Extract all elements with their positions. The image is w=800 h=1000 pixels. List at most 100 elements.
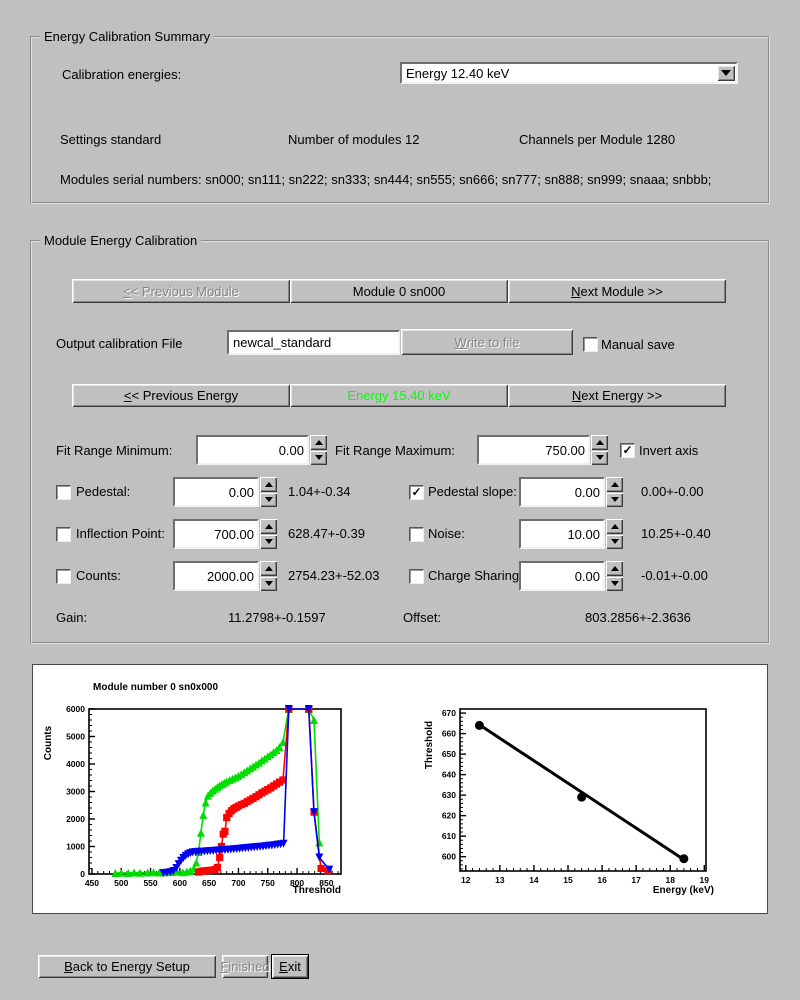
fit-range-min-input[interactable] [198,437,307,463]
noise-result: 10.25+-0.40 [641,526,711,541]
svg-text:800: 800 [290,878,304,888]
inflection-point-input[interactable] [175,521,257,547]
svg-text:4000: 4000 [66,759,85,769]
pedestal-slope-checkbox[interactable]: ✓ [409,485,424,500]
energy-indicator-button[interactable]: Energy 15.40 keV [290,384,508,407]
counts-input[interactable] [175,563,257,589]
spin-up-button[interactable] [606,477,623,492]
chevron-down-icon[interactable] [717,65,735,81]
plots-canvas: 450 500 550 600 650 700 750 800 850 0 1000 2000 3000… [43,682,714,896]
svg-text:670: 670 [442,708,456,718]
output-file-input[interactable] [227,330,400,355]
spin-up-button[interactable] [260,477,277,492]
previous-module-button[interactable]: < < Previous Module [72,279,290,303]
manual-save-checkbox[interactable] [583,337,598,352]
inflection-point-checkbox[interactable] [56,527,71,542]
svg-text:750: 750 [261,878,275,888]
arrow-up-icon [314,439,323,445]
svg-text:1000: 1000 [66,842,85,852]
arrow-up-icon [264,523,273,529]
arrow-down-icon [314,455,323,461]
pedestal-slope-spinbox [519,477,623,507]
arrow-up-icon [610,565,619,571]
module-indicator-button[interactable]: Module 0 sn000 [290,279,508,303]
pedestal-input[interactable] [175,479,257,505]
counts-vs-threshold-plot: 450 500 550 600 650 700 750 800 850 0 1000 2000 3000… [43,682,342,896]
svg-text:450: 450 [85,878,99,888]
spin-up-button[interactable] [260,561,277,576]
charge-sharing-checkbox[interactable] [409,569,424,584]
svg-text:0: 0 [80,869,85,879]
spin-up-button[interactable] [606,519,623,534]
noise-input[interactable] [521,521,603,547]
charge-sharing-label: Charge Sharing [428,568,520,583]
svg-text:19: 19 [700,875,710,885]
noise-checkbox[interactable] [409,527,424,542]
inflection-point-result: 628.47+-0.39 [288,526,365,541]
svg-text:13: 13 [495,875,505,885]
svg-text:Counts: Counts [43,725,54,760]
pedestal-checkbox[interactable] [56,485,71,500]
module-cal-groupbox [30,240,770,644]
arrow-up-icon [610,523,619,529]
svg-text:16: 16 [597,875,607,885]
summary-groupbox [30,36,770,204]
svg-text:620: 620 [442,811,456,821]
svg-text:850: 850 [319,878,333,888]
spin-down-button[interactable] [260,576,277,591]
svg-text:630: 630 [442,790,456,800]
svg-text:12: 12 [461,875,471,885]
svg-text:3000: 3000 [66,787,85,797]
svg-text:6000: 6000 [66,704,85,714]
charge-sharing-input[interactable] [521,563,603,589]
svg-text:Energy (keV): Energy (keV) [653,885,714,896]
svg-text:18: 18 [665,875,675,885]
svg-text:640: 640 [442,770,456,780]
pedestal-slope-input[interactable] [521,479,603,505]
svg-text:5000: 5000 [66,732,85,742]
fit-range-max-input[interactable] [479,437,588,463]
arrow-up-icon [264,565,273,571]
threshold-vs-energy-plot: 12 13 14 15 16 17 18 19 600 610 620 630 640 650 660 670… [424,708,714,896]
svg-text:650: 650 [202,878,216,888]
spin-down-button[interactable] [606,534,623,549]
counts-result: 2754.23+-52.03 [288,568,380,583]
spin-down-button[interactable] [260,534,277,549]
counts-checkbox[interactable] [56,569,71,584]
previous-energy-button[interactable]: < < Previous Energy [72,384,290,407]
svg-text:700: 700 [231,878,245,888]
invert-axis-checkbox[interactable]: ✓ [620,443,635,458]
svg-text:17: 17 [631,875,641,885]
spin-down-button[interactable] [310,450,327,465]
spin-down-button[interactable] [606,576,623,591]
svg-text:550: 550 [143,878,157,888]
fit-range-min-spinbox [196,435,327,465]
spin-up-button[interactable] [606,561,623,576]
spin-down-button[interactable] [606,492,623,507]
calibration-energies-select[interactable]: Energy 12.40 keV [400,62,738,84]
pedestal-label: Pedestal: [76,484,131,499]
svg-text:600: 600 [173,878,187,888]
spin-down-button[interactable] [260,492,277,507]
summary-groupbox-title: Energy Calibration Summary [40,29,215,44]
inflection-point-label: Inflection Point: [76,526,165,541]
spin-up-button[interactable] [260,519,277,534]
arrow-down-icon [610,497,619,503]
fit-range-max-spinbox [477,435,608,465]
settings-label: Settings standard [60,132,162,147]
calibration-energies-value: Energy 12.40 keV [406,65,510,81]
counts-label: Counts: [76,568,121,583]
spin-up-button[interactable] [310,435,327,450]
spin-up-button[interactable] [591,435,608,450]
spin-down-button[interactable] [591,450,608,465]
svg-text:Module number 0 sn0x000: Module number 0 sn0x000 [93,682,218,693]
plots-panel: 450 500 550 600 650 700 750 800 850 0 1000 2000 3000… [32,664,768,914]
gain-label: Gain: [56,610,88,625]
